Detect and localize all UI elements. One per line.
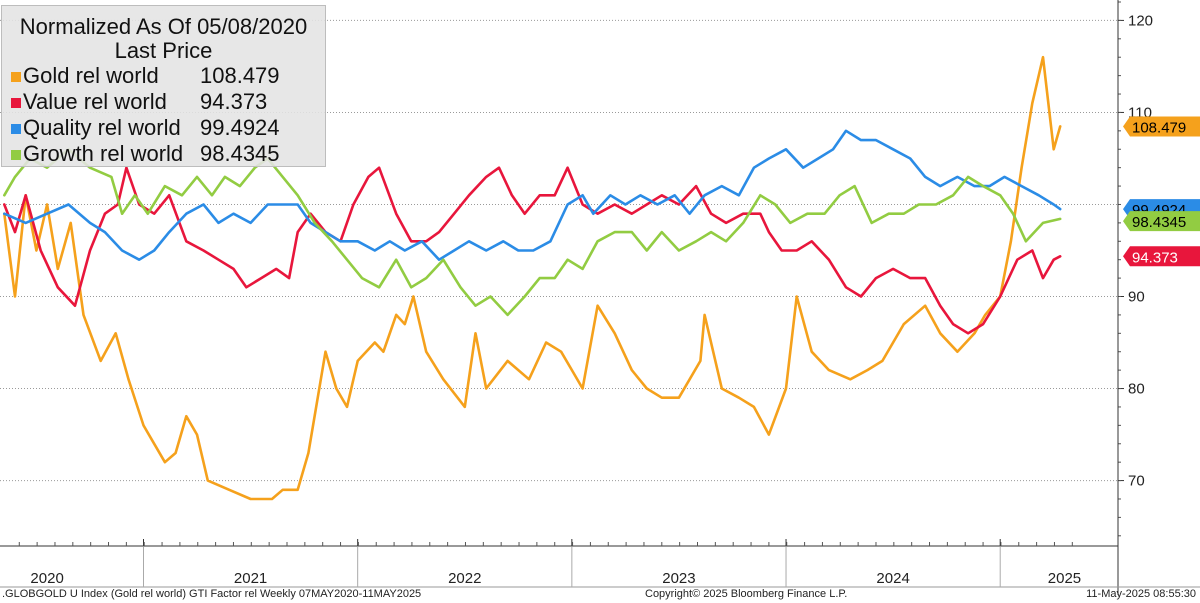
- x-label-2024: 2024: [876, 570, 909, 587]
- legend-header: Last Price: [114, 38, 213, 63]
- last-value-tag-value-rel-world: [1123, 246, 1200, 267]
- series-line-quality-rel-world: [3, 129, 1062, 261]
- footer-copyright: Copyright© 2025 Bloomberg Finance L.P.: [645, 588, 848, 600]
- legend-label-value: Value rel world: [23, 89, 167, 114]
- chart-title: Normalized As Of 05/08/2020: [19, 14, 308, 39]
- legend-swatch-value: [11, 98, 21, 108]
- x-label-2022: 2022: [448, 570, 481, 587]
- series-layer: [3, 55, 1062, 501]
- legend-value-value: 94.373: [200, 89, 268, 114]
- last-value-tag-gold-rel-world: [1123, 116, 1200, 137]
- y-tick-label-90: 90: [1128, 289, 1145, 306]
- legend-entry-growth: Growth rel world 98.4345: [2, 141, 325, 167]
- series-line-gold-rel-world: [3, 55, 1062, 501]
- legend-entry-quality: Quality rel world 99.4924: [2, 115, 325, 141]
- legend-label-growth: Growth rel world: [23, 141, 184, 166]
- legend-label-quality: Quality rel world: [23, 115, 181, 140]
- footer-timestamp: 11-May-2025 08:55:30: [1086, 588, 1196, 600]
- last-value-tag-growth-rel-world: [1123, 211, 1200, 232]
- series-line-growth-rel-world: [3, 148, 1062, 317]
- y-tick-label-120: 120: [1128, 12, 1153, 29]
- x-label-2020: 2020: [30, 570, 63, 587]
- y-tick-label-80: 80: [1128, 381, 1145, 398]
- last-value-text-gold-rel-world: 108.479: [1132, 119, 1186, 136]
- x-label-2021: 2021: [234, 570, 267, 587]
- legend-value-quality: 99.4924: [200, 115, 280, 140]
- legend-label-gold: Gold rel world: [23, 63, 159, 88]
- x-label-2025: 2025: [1048, 570, 1081, 587]
- last-value-text-value-rel-world: 94.373: [1132, 249, 1178, 266]
- legend-swatch-growth: [11, 150, 21, 160]
- last-value-text-growth-rel-world: 98.4345: [1132, 214, 1186, 231]
- legend-entry-gold: Gold rel world 108.479: [2, 63, 325, 89]
- footer-source: .GLOBGOLD U Index (Gold rel world) GTI F…: [2, 588, 422, 600]
- legend-entry-value: Value rel world 94.373: [2, 89, 325, 115]
- chart-legend: Normalized As Of 05/08/2020 Last Price G…: [1, 5, 326, 167]
- y-tick-label-70: 70: [1128, 473, 1145, 490]
- x-label-2023: 2023: [662, 570, 695, 587]
- legend-value-growth: 98.4345: [200, 141, 280, 166]
- legend-swatch-gold: [11, 72, 21, 82]
- series-line-value-rel-world: [3, 166, 1062, 335]
- legend-value-gold: 108.479: [200, 63, 280, 88]
- legend-swatch-quality: [11, 124, 21, 134]
